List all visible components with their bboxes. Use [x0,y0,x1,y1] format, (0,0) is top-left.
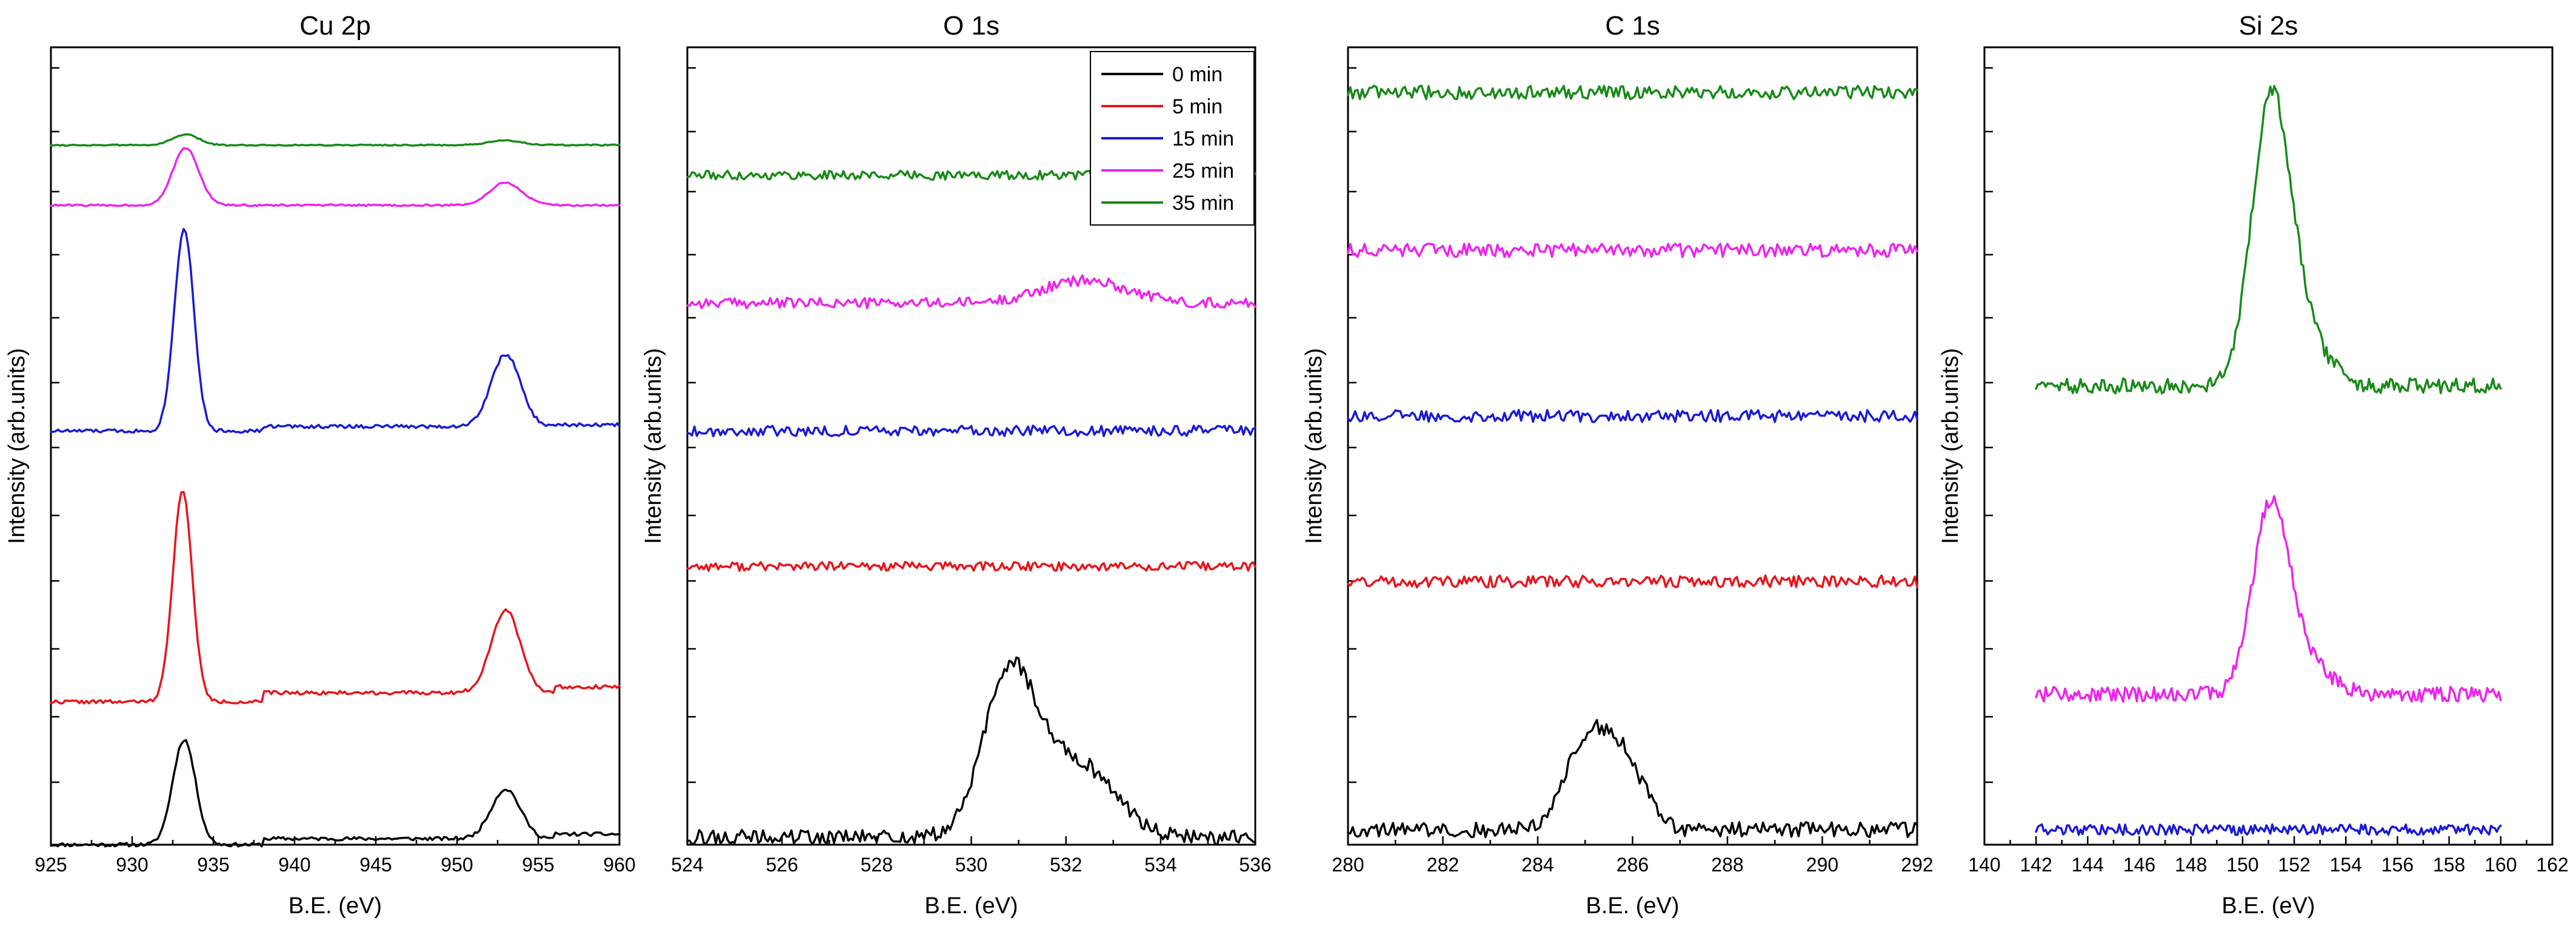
panel-o-1s: 524 526 528 530 532 534 536 O 1s B.E. (eV) Intens… [641,11,1272,919]
legend-label: 25 min [1172,159,1234,183]
series-line-5-min [686,560,1256,572]
x-tick-label: 930 [116,854,148,876]
x-tick-label: 160 [2484,854,2517,876]
x-tick-label: 156 [2381,854,2414,876]
series-line-0-min [1347,719,1918,839]
series-line-15-min [1347,409,1918,423]
plot-frame [1983,46,2554,846]
panel-title: Cu 2p [299,11,370,41]
legend: 0 min 5 min 15 min 25 min 35 min [1090,51,1255,226]
series-line-25-min [50,147,621,207]
x-tick-label: 152 [2278,854,2310,876]
series-line-35-min [50,133,621,147]
x-tick-label: 292 [1901,854,1933,876]
x-tick-label: 955 [522,854,554,876]
x-tick-label: 945 [359,854,392,876]
x-tick-label: 146 [2123,854,2155,876]
x-tick-label: 282 [1427,854,1459,876]
legend-label: 15 min [1172,127,1234,150]
x-tick-label: 158 [2433,854,2465,876]
x-tick-label: 940 [278,854,310,876]
x-tick-label: 960 [603,854,635,876]
x-tick-label: 530 [955,854,987,876]
x-tick-label: 148 [2175,854,2207,876]
x-tick-label: 935 [197,854,229,876]
x-axis-label: B.E. (eV) [2221,893,2315,919]
series-line-15-min [2035,823,2502,836]
series-line-5-min [50,491,621,705]
x-tick-label: 150 [2226,854,2258,876]
x-tick-label: 532 [1050,854,1082,876]
series-line-15-min [686,424,1256,438]
panel-title: C 1s [1605,11,1660,41]
legend-label: 0 min [1172,63,1223,86]
series-line-15-min [50,227,621,434]
x-tick-label: 280 [1332,854,1364,876]
x-tick-label: 524 [671,854,703,876]
x-tick-label: 144 [2072,854,2104,876]
y-axis-label: Intensity (arb.units) [1938,348,1963,544]
series-line-25-min [2035,495,2502,703]
series-line-0-min [686,656,1256,846]
series-line-25-min [1347,243,1918,258]
x-tick-label: 286 [1617,854,1649,876]
legend-label: 5 min [1172,95,1223,118]
x-tick-label: 526 [766,854,798,876]
x-axis-label: B.E. (eV) [1586,893,1679,919]
x-tick-label: 162 [2536,854,2568,876]
x-axis-label: B.E. (eV) [924,893,1018,919]
x-tick-label: 142 [2020,854,2052,876]
plot-frame [1347,46,1918,846]
panel-cu-2p: 925 930 935 940 945 950 955 960 Cu 2p B.E. (eV) In… [4,11,636,919]
x-axis-label: B.E. (eV) [289,893,382,919]
series-line-0-min [50,739,621,848]
x-tick-label: 284 [1521,854,1553,876]
y-axis-label: Intensity (arb.units) [641,348,666,544]
x-tick-label: 528 [861,854,893,876]
x-tick-label: 290 [1806,854,1838,876]
series-line-25-min [686,274,1256,310]
x-tick-label: 140 [1968,854,2000,876]
panel-si-2s: 140 142 144 146 148 150 152 154 156 158 160 162 Si 2… [1938,11,2569,919]
x-tick-label: 534 [1144,854,1176,876]
panel-title: O 1s [943,11,999,41]
x-tick-label: 950 [441,854,473,876]
series-line-5-min [1347,574,1918,589]
series-line-35-min [2035,85,2502,395]
panel-c-1s: 280 282 284 286 288 290 292 C 1s B.E. (eV) Intens… [1301,11,1934,919]
legend-label: 35 min [1172,192,1234,215]
x-tick-label: 288 [1711,854,1743,876]
y-axis-label: Intensity (arb.units) [4,348,30,544]
panel-title: Si 2s [2239,11,2298,41]
x-tick-label: 925 [35,854,67,876]
series-line-35-min [1347,84,1918,101]
plot-frame [50,46,621,846]
x-tick-label: 536 [1239,854,1271,876]
x-tick-label: 154 [2330,854,2362,876]
y-axis-label: Intensity (arb.units) [1301,348,1327,544]
